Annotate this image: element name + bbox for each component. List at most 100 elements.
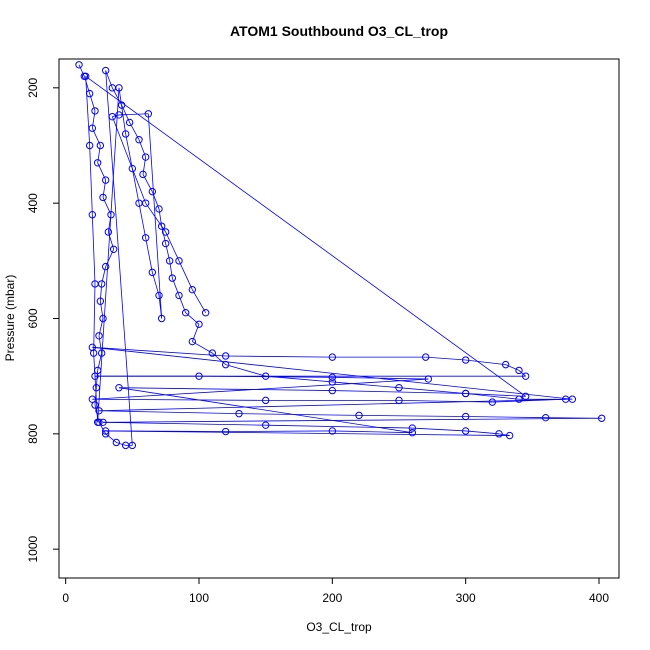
series-line-segment: [225, 355, 333, 358]
data-point: [421, 353, 430, 361]
data-point: [93, 366, 102, 375]
series-line-segment: [332, 376, 429, 380]
series-line-segment: [93, 353, 99, 423]
series-line-segment: [151, 272, 160, 296]
data-point: [461, 389, 470, 398]
series-line-segment: [465, 393, 520, 400]
data-point: [561, 395, 570, 403]
series-line-segment: [465, 416, 546, 419]
series-line-segment: [178, 260, 193, 290]
series-lines: [78, 64, 602, 446]
data-point: [128, 164, 137, 173]
series-line-segment: [111, 116, 147, 204]
data-point: [541, 413, 550, 422]
data-point: [155, 291, 163, 300]
data-point: [148, 187, 157, 196]
data-point: [175, 291, 183, 300]
data-point: [461, 356, 470, 364]
series-line-segment: [85, 75, 526, 397]
data-point: [328, 386, 337, 395]
data-point: [125, 118, 134, 127]
data-point: [165, 257, 174, 265]
data-point: [139, 170, 147, 179]
data-point: [121, 130, 130, 138]
x-tick-label: 400: [589, 591, 609, 605]
data-point: [115, 111, 123, 119]
data-point: [96, 297, 105, 305]
series-line-segment: [105, 430, 510, 436]
data-point: [112, 438, 121, 447]
x-axis: 0 100 200 300 400: [62, 578, 609, 605]
data-point: [261, 396, 270, 405]
data-point: [101, 66, 110, 75]
y-axis-label: Pressure (mbar): [3, 275, 17, 362]
data-point: [95, 407, 103, 415]
data-point: [104, 228, 113, 236]
series-line-segment: [198, 375, 333, 378]
series-line-segment: [192, 341, 213, 354]
data-point: [461, 412, 470, 421]
series-line-segment: [332, 381, 400, 389]
series-line-segment: [465, 430, 500, 435]
series-line-segment: [98, 410, 240, 415]
series-line-segment: [138, 203, 147, 238]
data-point: [141, 234, 150, 242]
data-point: [157, 314, 166, 323]
data-point: [161, 228, 170, 236]
data-point: [115, 384, 123, 392]
data-point: [488, 398, 497, 406]
series-line-segment: [465, 393, 526, 397]
data-point: [408, 424, 417, 432]
data-point: [99, 193, 107, 202]
data-point: [144, 110, 153, 118]
x-tick-label: 300: [456, 591, 476, 605]
data-point: [395, 396, 403, 405]
series-line-segment: [89, 145, 93, 215]
data-point: [93, 159, 102, 167]
data-point: [505, 431, 514, 440]
data-point: [128, 441, 137, 450]
y-tick-label: 800: [26, 424, 40, 444]
data-point: [93, 418, 102, 426]
x-axis-label: O3_CL_trop: [306, 620, 372, 634]
data-point: [208, 349, 217, 357]
series-line-segment: [97, 87, 120, 423]
data-point: [85, 89, 94, 98]
data-point: [85, 141, 94, 150]
data-point: [91, 107, 99, 115]
data-point: [92, 384, 101, 392]
data-point: [461, 427, 470, 435]
data-point: [168, 274, 177, 282]
series-line-segment: [332, 430, 413, 434]
data-point: [88, 124, 97, 132]
data-point: [108, 112, 117, 121]
series-line-segment: [92, 378, 429, 400]
data-point: [95, 332, 103, 340]
y-tick-label: 400: [26, 193, 40, 213]
data-point: [261, 372, 270, 380]
series-line-segment: [116, 442, 126, 446]
series-line-segment: [518, 370, 526, 377]
data-point: [175, 257, 183, 265]
data-point: [261, 421, 270, 429]
series-line-segment: [398, 387, 466, 394]
data-point: [101, 262, 110, 271]
data-point: [408, 428, 417, 437]
data-point: [157, 222, 166, 230]
data-point: [221, 427, 230, 436]
chart-title: ATOM1 Southbound O3_CL_trop: [230, 23, 448, 39]
x-tick-label: 200: [322, 591, 342, 605]
data-point: [88, 211, 97, 219]
y-tick-label: 1000: [26, 535, 40, 562]
data-point: [328, 373, 337, 382]
data-point: [201, 309, 210, 317]
series-line-segment: [118, 387, 333, 391]
series-line-segment: [505, 364, 520, 371]
plot-frame: [58, 58, 620, 579]
y-tick-label: 600: [26, 308, 40, 328]
data-point: [109, 245, 118, 254]
data-point: [141, 199, 150, 207]
data-point: [328, 427, 337, 435]
